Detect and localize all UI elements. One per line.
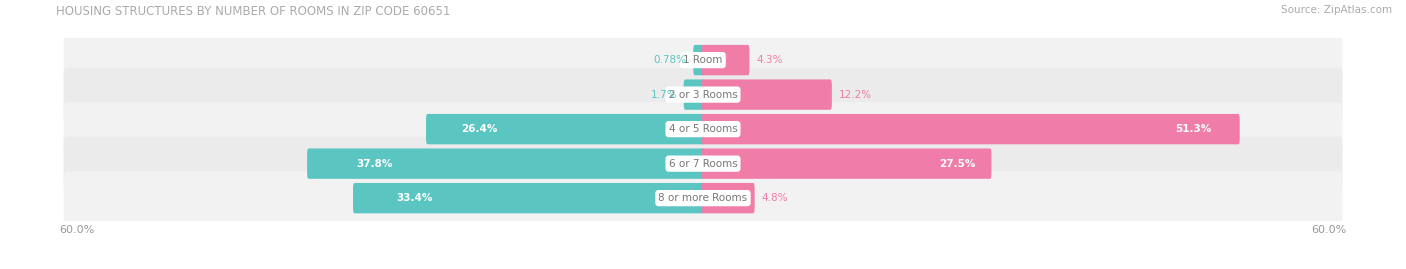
FancyBboxPatch shape <box>702 183 755 213</box>
FancyBboxPatch shape <box>63 33 1343 87</box>
Text: 1.7%: 1.7% <box>651 90 676 100</box>
Legend: Owner-occupied, Renter-occupied: Owner-occupied, Renter-occupied <box>578 265 828 269</box>
FancyBboxPatch shape <box>693 45 704 75</box>
Text: 0.78%: 0.78% <box>654 55 686 65</box>
FancyBboxPatch shape <box>63 171 1343 225</box>
Text: 4.8%: 4.8% <box>762 193 787 203</box>
Text: 26.4%: 26.4% <box>461 124 498 134</box>
FancyBboxPatch shape <box>307 148 704 179</box>
Text: HOUSING STRUCTURES BY NUMBER OF ROOMS IN ZIP CODE 60651: HOUSING STRUCTURES BY NUMBER OF ROOMS IN… <box>56 5 450 18</box>
Text: 8 or more Rooms: 8 or more Rooms <box>658 193 748 203</box>
FancyBboxPatch shape <box>702 45 749 75</box>
Text: 37.8%: 37.8% <box>356 159 392 169</box>
FancyBboxPatch shape <box>683 79 704 110</box>
Text: 27.5%: 27.5% <box>939 159 976 169</box>
Text: 1 Room: 1 Room <box>683 55 723 65</box>
Text: 33.4%: 33.4% <box>396 193 433 203</box>
FancyBboxPatch shape <box>702 79 832 110</box>
FancyBboxPatch shape <box>63 68 1343 122</box>
FancyBboxPatch shape <box>702 148 991 179</box>
Text: 2 or 3 Rooms: 2 or 3 Rooms <box>669 90 737 100</box>
Text: 4.3%: 4.3% <box>756 55 783 65</box>
Text: 4 or 5 Rooms: 4 or 5 Rooms <box>669 124 737 134</box>
FancyBboxPatch shape <box>426 114 704 144</box>
FancyBboxPatch shape <box>353 183 704 213</box>
Text: 51.3%: 51.3% <box>1175 124 1212 134</box>
FancyBboxPatch shape <box>63 102 1343 156</box>
Text: 6 or 7 Rooms: 6 or 7 Rooms <box>669 159 737 169</box>
Text: Source: ZipAtlas.com: Source: ZipAtlas.com <box>1281 5 1392 15</box>
FancyBboxPatch shape <box>702 114 1240 144</box>
Text: 12.2%: 12.2% <box>838 90 872 100</box>
FancyBboxPatch shape <box>63 137 1343 190</box>
